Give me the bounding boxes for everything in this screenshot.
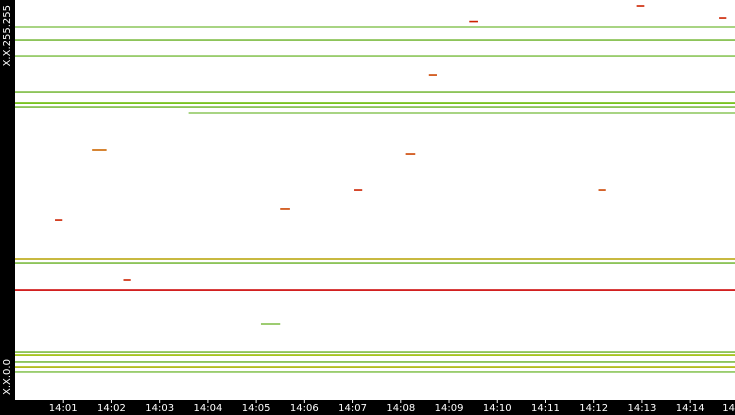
x-tick-label: 14:05 (242, 403, 271, 414)
x-tick-label: 14:03 (145, 403, 174, 414)
x-tick-label: 14:11 (531, 403, 560, 414)
x-tick-label: 14:02 (97, 403, 126, 414)
x-tick-label: 14 (722, 403, 735, 414)
x-axis-bar (0, 400, 735, 415)
x-tick-label: 14:13 (628, 403, 657, 414)
x-tick-label: 14:10 (483, 403, 512, 414)
x-tick-label: 14:09 (435, 403, 464, 414)
y-tick-label: X.X.255.255 (2, 5, 13, 66)
x-tick-label: 14:14 (676, 403, 705, 414)
x-tick-label: 14:01 (49, 403, 78, 414)
x-tick-label: 14:12 (579, 403, 608, 414)
x-tick-label: 14:08 (386, 403, 415, 414)
x-tick-label: 14:07 (338, 403, 367, 414)
x-tick-label: 14:04 (193, 403, 222, 414)
y-tick-label: X.X.0.0 (2, 359, 13, 395)
y-axis-bar (0, 0, 15, 415)
x-tick-label: 14:06 (290, 403, 319, 414)
